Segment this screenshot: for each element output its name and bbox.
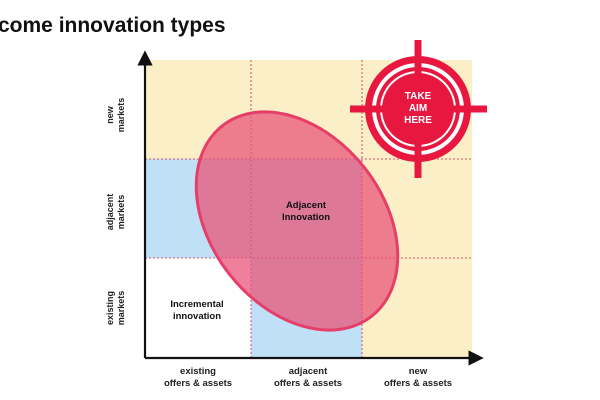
adjacent-innovation-label: Adjacent Innovation — [281, 200, 331, 223]
take-aim-here-label: TAKE AIM HERE — [404, 91, 432, 126]
slide-title: come innovation types — [0, 14, 226, 37]
x-label-adjacent-offers: adjacent offers & assets — [273, 366, 343, 389]
y-label-existing-markets: existing markets — [105, 290, 126, 326]
target-icon — [350, 40, 487, 178]
y-label-adjacent-markets: adjacent markets — [105, 193, 126, 231]
x-label-new-offers: new offers & assets — [383, 366, 453, 389]
adjacent-innovation-ellipse — [194, 110, 400, 332]
incremental-innovation-label: Incremental innovation — [170, 299, 224, 322]
y-label-new-markets: new markets — [105, 97, 126, 133]
x-label-existing-offers: existing offers & assets — [163, 366, 233, 389]
